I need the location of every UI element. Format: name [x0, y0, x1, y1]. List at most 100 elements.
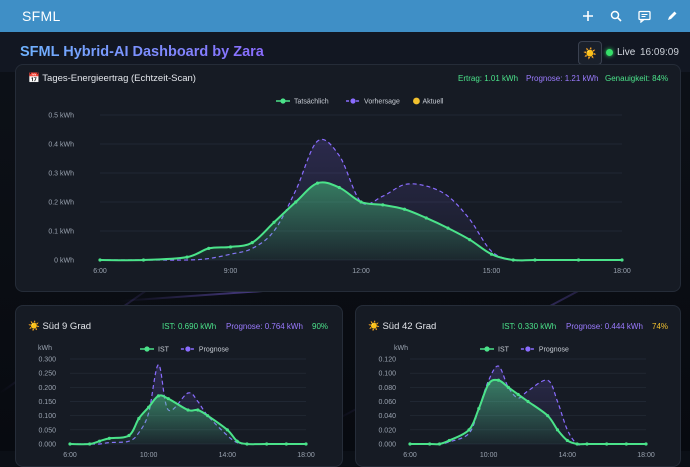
y-tick-label: 0.020 [378, 427, 396, 434]
y-tick-label: 0.060 [378, 399, 396, 406]
actual-point [546, 414, 550, 418]
legend-label: Aktuell [422, 99, 443, 106]
legend-marker [525, 346, 531, 352]
chat-icon[interactable] [634, 6, 654, 26]
legend-label: Vorhersage [364, 99, 400, 106]
actual-area [70, 395, 306, 445]
actual-point [206, 414, 210, 418]
actual-point [644, 442, 648, 446]
actual-point [533, 258, 537, 262]
x-tick-label: 12:00 [352, 268, 370, 275]
app-toolbar: SFML [0, 0, 690, 32]
actual-point [127, 433, 131, 438]
accuracy-stat: Genauigkeit: 84% [605, 74, 669, 83]
actual-point [402, 207, 407, 211]
ist-stat: IST: 0.330 kWh [502, 322, 557, 331]
actual-point [489, 252, 494, 256]
live-indicator: Live [606, 47, 635, 58]
y-tick-label: 0.100 [378, 371, 396, 378]
actual-point [186, 408, 190, 412]
actual-point [359, 200, 363, 204]
actual-point [207, 246, 211, 250]
legend-marker [280, 98, 286, 104]
y-tick-label: 0.040 [378, 413, 396, 420]
ist-stat: IST: 0.690 kWh [162, 322, 217, 331]
card-title: 📅 Tages-Energieertrag (Echtzeit-Scan) [28, 73, 196, 84]
x-tick-label: 10:00 [140, 452, 158, 459]
actual-point [185, 255, 189, 259]
y-tick-label: 0.000 [38, 442, 56, 449]
actual-point [196, 408, 200, 412]
legend-label: Prognose [539, 347, 569, 354]
actual-point [228, 245, 233, 249]
actual-point [446, 226, 450, 230]
actual-point [97, 439, 102, 443]
theme-toggle-button[interactable]: ☀️ [578, 41, 602, 65]
actual-point [141, 258, 146, 262]
actual-point [272, 220, 276, 224]
actual-point [166, 397, 170, 401]
actual-point [468, 238, 472, 242]
actual-point [605, 442, 609, 446]
y-tick-label: 0.3 kWh [48, 171, 74, 178]
x-tick-label: 15:00 [483, 268, 501, 275]
y-tick-label: 0.120 [378, 357, 396, 364]
daily-energy-card: 📅 Tages-Energieertrag (Echtzeit-Scan) Er… [15, 64, 681, 292]
dashboard-title: SFML Hybrid-AI Dashboard by Zara [20, 44, 264, 60]
clock-time: 16:09:09 [640, 47, 679, 58]
sued42-card: ☀️ Süd 42 Grad IST: 0.330 kWh Prognose: … [355, 305, 681, 467]
y-tick-label: 0.2 kWh [48, 200, 74, 207]
y-tick-label: 0.000 [378, 442, 396, 449]
actual-point [477, 406, 481, 411]
legend-marker [144, 346, 150, 352]
actual-point [408, 442, 412, 446]
x-tick-label: 18:00 [613, 268, 631, 275]
actual-point [250, 241, 254, 245]
sun-icon: ☀️ [583, 47, 597, 60]
legend-marker [484, 346, 490, 352]
add-icon[interactable] [578, 6, 598, 26]
y-tick-label: 0.100 [38, 413, 56, 420]
y-tick-label: 0.080 [378, 385, 396, 392]
actual-point [424, 216, 428, 220]
y-tick-label: 0.250 [38, 371, 56, 378]
search-icon[interactable] [606, 6, 626, 26]
prognose-stat: Prognose: 0.444 kWh [566, 322, 643, 331]
y-tick-label: 0.5 kWh [48, 113, 74, 120]
y-axis-label: kWh [394, 345, 408, 352]
x-tick-label: 9:00 [224, 268, 238, 275]
actual-point [315, 181, 320, 185]
x-tick-label: 14:00 [219, 452, 237, 459]
actual-point [245, 442, 249, 446]
legend-marker [350, 98, 356, 104]
sued9-chart: 0.000 0.050 0.100 0.150 0.200 0.250 0.300 kWh 6:… [38, 345, 315, 459]
actual-point [428, 442, 432, 446]
app-title: SFML [22, 8, 61, 24]
actual-point [437, 442, 442, 446]
actual-point [284, 442, 288, 446]
actual-point [304, 442, 308, 446]
accuracy-stat: 90% [312, 322, 329, 331]
sued42-chart: 0.000 0.020 0.040 0.060 0.080 0.100 0.120 kWh 6:… [378, 345, 655, 459]
x-tick-label: 14:00 [559, 452, 577, 459]
forecast-area [70, 364, 306, 445]
actual-point [487, 382, 491, 386]
y-tick-label: 0.050 [38, 427, 56, 434]
y-tick-label: 0.4 kWh [48, 142, 74, 149]
actual-point [447, 438, 451, 443]
prognose-stat: Prognose: 0.764 kWh [226, 322, 303, 331]
actual-point [294, 200, 298, 204]
actual-point [585, 442, 589, 446]
legend-label: Tatsächlich [294, 99, 329, 106]
actual-point [235, 439, 239, 443]
actual-point [337, 185, 341, 190]
actual-point [265, 442, 269, 446]
toolbar-actions [578, 6, 682, 26]
actual-point [381, 203, 385, 207]
legend-marker [185, 346, 191, 352]
prognose-stat: Prognose: 1.21 kWh [526, 74, 599, 83]
x-tick-label: 18:00 [637, 452, 655, 459]
edit-icon[interactable] [662, 6, 682, 26]
live-dot [606, 49, 613, 56]
x-tick-label: 10:00 [480, 452, 498, 459]
